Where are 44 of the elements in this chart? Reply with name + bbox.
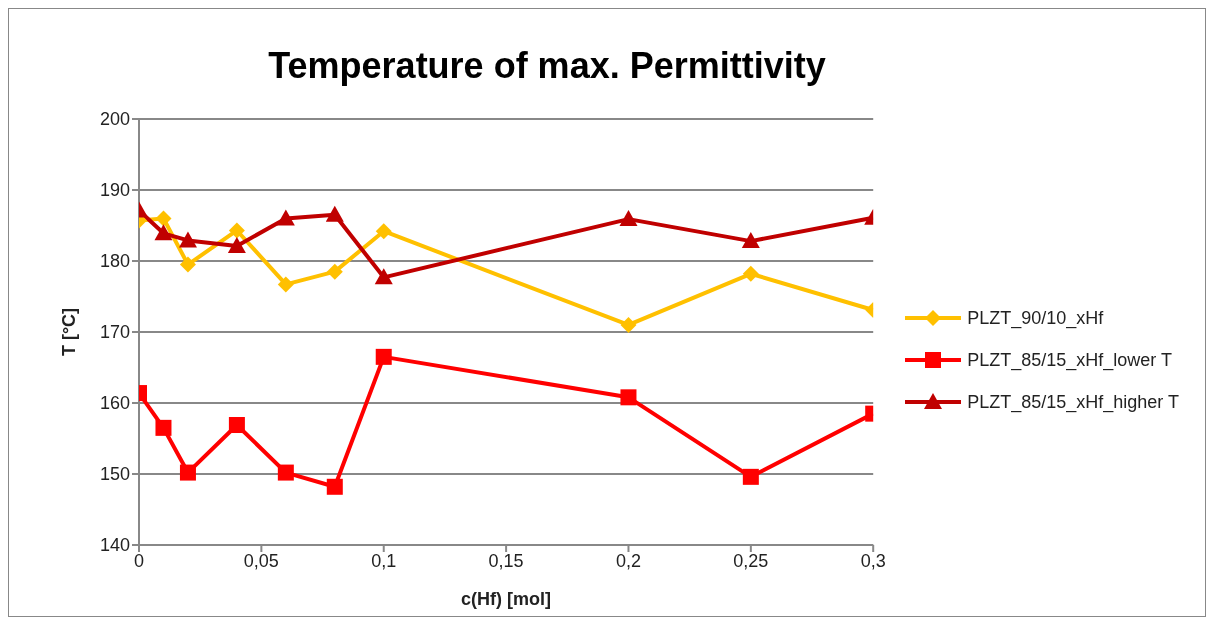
point: [325, 205, 344, 222]
point: [179, 256, 196, 273]
y-tick-label: 150: [99, 464, 130, 485]
y-tick-label: 180: [99, 251, 130, 272]
legend-label: PLZT_85/15_xHf_higher T: [967, 391, 1179, 413]
point: [154, 224, 173, 241]
y-tick-label: 170: [99, 322, 130, 343]
point: [228, 417, 245, 434]
point: [742, 468, 759, 485]
point: [326, 263, 343, 280]
point: [155, 419, 172, 436]
point: [179, 464, 196, 481]
point: [620, 389, 637, 406]
legend-label: PLZT_85/15_xHf_lower T: [967, 349, 1172, 371]
point: [228, 222, 245, 239]
legend-label: PLZT_90/10_xHf: [967, 307, 1104, 329]
y-tick-label: 200: [99, 109, 130, 130]
point: [620, 316, 637, 333]
point: [619, 210, 638, 227]
x-tick-label: 0: [133, 550, 145, 571]
x-axis-title: c(Hf) [mol]: [461, 589, 552, 609]
point: [227, 237, 246, 254]
point: [155, 210, 172, 227]
point: [178, 231, 197, 248]
point: [276, 209, 295, 226]
point: [374, 268, 393, 285]
point: [277, 464, 294, 481]
y-tick-label: 140: [99, 535, 130, 556]
point: [742, 265, 759, 282]
y-tick-label: 160: [99, 393, 130, 414]
point: [326, 478, 343, 495]
point: [375, 223, 392, 240]
point: [741, 232, 760, 249]
x-tick-label: 0,2: [615, 550, 641, 571]
x-tick-label: 0,3: [860, 550, 886, 571]
x-tick-label: 0,05: [243, 550, 279, 571]
point: [375, 348, 392, 365]
point: [277, 276, 294, 293]
y-axis-title: T [°C]: [59, 307, 80, 357]
y-tick-label: 190: [99, 180, 130, 201]
chart-title: Temperature of max. Permittivity: [267, 45, 827, 88]
x-tick-label: 0,15: [488, 550, 524, 571]
x-tick-label: 0,1: [371, 550, 397, 571]
x-tick-label: 0,25: [733, 550, 769, 571]
